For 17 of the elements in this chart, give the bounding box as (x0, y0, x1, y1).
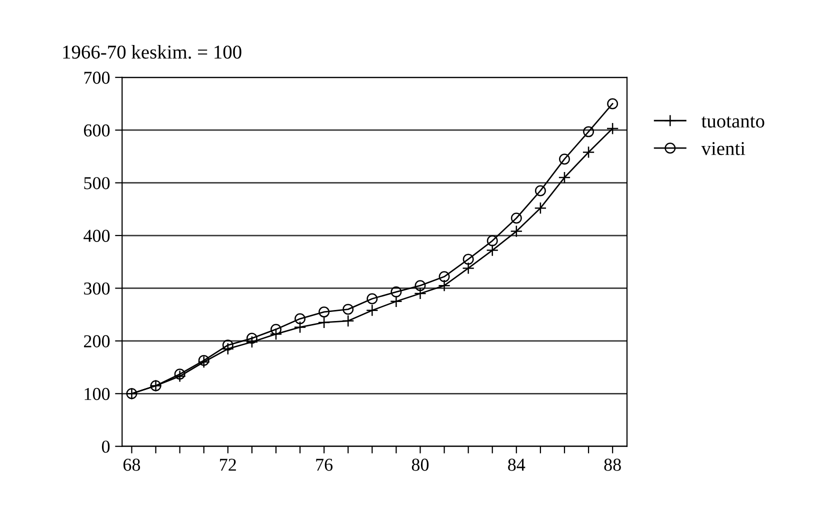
x-tick-label: 80 (412, 458, 429, 471)
y-axis-title: 1966-70 keskim. = 100 (63, 45, 242, 59)
y-tick-label: 500 (84, 177, 110, 190)
y-tick-label: 100 (84, 388, 110, 400)
x-tick-label: 88 (604, 458, 621, 471)
y-tick-label: 200 (84, 335, 110, 348)
x-tick-label: 68 (123, 458, 140, 471)
x-tick-label: 84 (508, 458, 526, 471)
y-tick-label: 600 (84, 124, 110, 137)
legend-label: tuotanto (701, 116, 764, 128)
y-tick-label: 300 (84, 282, 110, 295)
y-tick-label: 0 (102, 440, 110, 453)
legend-label: vienti (701, 142, 746, 156)
y-tick-label: 400 (84, 230, 110, 242)
x-tick-label: 72 (220, 458, 236, 471)
x-tick-label: 76 (316, 458, 333, 471)
y-tick-label: 700 (84, 72, 110, 84)
